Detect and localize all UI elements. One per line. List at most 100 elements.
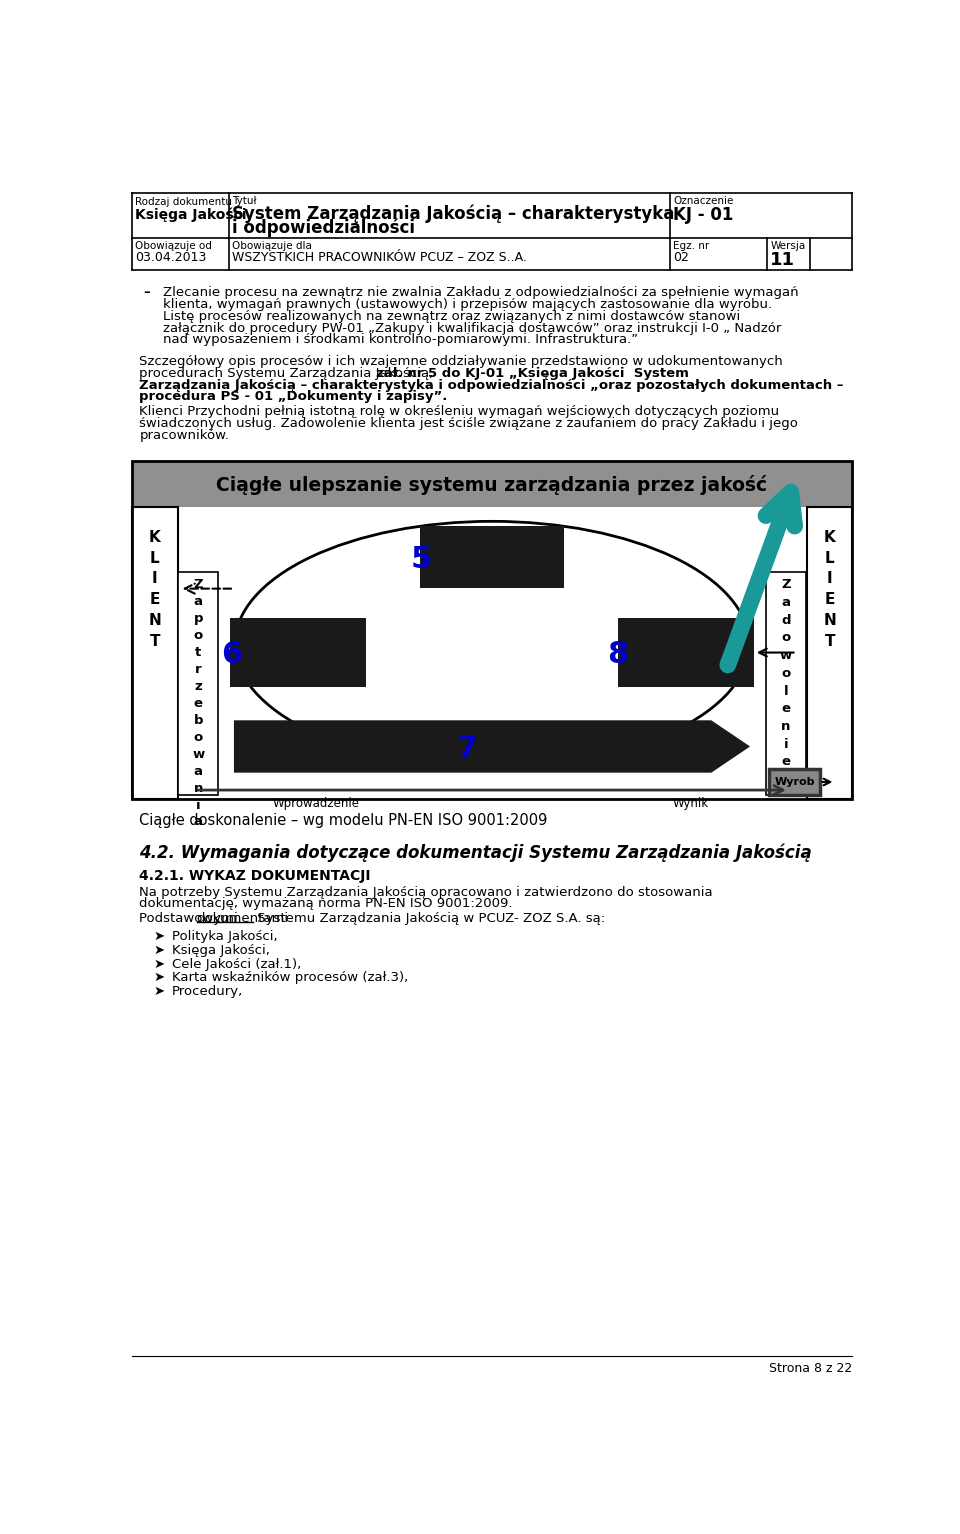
Text: Strona 8 z 22: Strona 8 z 22 — [769, 1362, 852, 1374]
Polygon shape — [234, 721, 750, 773]
Text: Rodzaj dokumentu: Rodzaj dokumentu — [134, 198, 231, 207]
Text: ➤: ➤ — [154, 943, 164, 957]
Text: K: K — [149, 529, 160, 545]
Text: Szczegółowy opis procesów i ich wzajemne oddziaływanie przedstawiono w udokument: Szczegółowy opis procesów i ich wzajemne… — [139, 354, 783, 368]
Ellipse shape — [235, 522, 749, 767]
Text: Tytuł: Tytuł — [231, 196, 256, 206]
Text: o: o — [781, 667, 790, 680]
Text: –: – — [143, 285, 150, 299]
Text: 5: 5 — [411, 545, 432, 574]
Text: i: i — [196, 799, 201, 811]
Text: Zarządzania Jakością – charakterystyka i odpowiedzialności „oraz pozostałych dok: Zarządzania Jakością – charakterystyka i… — [139, 379, 844, 391]
Text: I: I — [152, 571, 157, 586]
Text: ➤: ➤ — [154, 930, 164, 943]
Text: Listę procesów realizowanych na zewnątrz oraz związanych z nimi dostawców stanow: Listę procesów realizowanych na zewnątrz… — [162, 310, 740, 322]
Bar — [618, 618, 754, 687]
Text: pracowników.: pracowników. — [139, 430, 229, 442]
Text: T: T — [150, 634, 160, 649]
Text: Na potrzeby Systemu Zarządzania Jakością opracowano i zatwierdzono do stosowania: Na potrzeby Systemu Zarządzania Jakością… — [139, 885, 713, 899]
Text: załącznik do procedury PW-01 „Zakupy i kwalifikacja dostawców” oraz instrukcji I: załącznik do procedury PW-01 „Zakupy i k… — [162, 322, 781, 334]
Text: a: a — [781, 597, 790, 609]
Text: Księga Jakości: Księga Jakości — [134, 209, 246, 222]
Text: 4.2. Wymagania dotyczące dokumentacji Systemu Zarządzania Jakością: 4.2. Wymagania dotyczące dokumentacji Sy… — [139, 844, 812, 862]
Text: Obowiązuje dla: Obowiązuje dla — [231, 241, 311, 252]
Bar — [230, 618, 366, 687]
Text: a: a — [194, 764, 203, 778]
Text: Z: Z — [780, 578, 790, 591]
Text: dokumentację, wymażaną norma PN-EN ISO 9001:2009.: dokumentację, wymażaną norma PN-EN ISO 9… — [139, 897, 513, 911]
Text: zał. nr 5 do KJ-01 „Księga Jakości  System: zał. nr 5 do KJ-01 „Księga Jakości Syste… — [375, 367, 688, 379]
Text: N: N — [149, 614, 161, 627]
Text: dokumentami: dokumentami — [197, 911, 289, 925]
Text: Wprowadzenie: Wprowadzenie — [273, 798, 360, 810]
Text: l: l — [783, 684, 788, 698]
Text: w: w — [192, 747, 204, 761]
Text: n: n — [194, 782, 203, 795]
Text: w: w — [780, 649, 792, 663]
Text: procedura PS - 01 „Dokumenty i zapisy”.: procedura PS - 01 „Dokumenty i zapisy”. — [139, 391, 447, 403]
Text: a: a — [194, 595, 203, 609]
Bar — [420, 526, 564, 588]
Text: klienta, wymagań prawnych (ustawowych) i przepisów mających zastosowanie dla wyr: klienta, wymagań prawnych (ustawowych) i… — [162, 298, 772, 311]
Text: System Zarządzania Jakością – charakterystyka: System Zarządzania Jakością – charaktery… — [231, 206, 674, 224]
Text: E: E — [825, 592, 835, 607]
Text: Wyrob: Wyrob — [775, 778, 815, 787]
Text: WSZYSTKICH PRACOWNIKÓW PCUZ – ZOZ S..A.: WSZYSTKICH PRACOWNIKÓW PCUZ – ZOZ S..A. — [231, 252, 526, 264]
Bar — [132, 506, 179, 799]
Bar — [807, 506, 852, 799]
Text: Wynik: Wynik — [673, 798, 708, 810]
Text: 6: 6 — [221, 640, 242, 669]
Text: E: E — [150, 592, 160, 607]
Text: Księga Jakości,: Księga Jakości, — [172, 943, 270, 957]
Text: Z: Z — [194, 578, 204, 591]
Text: K: K — [824, 529, 836, 545]
Text: 03.04.2013: 03.04.2013 — [134, 252, 206, 264]
Text: e: e — [781, 703, 790, 715]
Text: 11: 11 — [770, 252, 795, 268]
Bar — [179, 572, 219, 796]
Text: Obowiązuje od: Obowiązuje od — [134, 241, 211, 252]
Text: Procedury,: Procedury, — [172, 985, 243, 999]
Text: Wersja: Wersja — [770, 241, 805, 252]
Text: KJ - 01: KJ - 01 — [673, 207, 733, 224]
Text: Karta wskaźników procesów (zał.3),: Karta wskaźników procesów (zał.3), — [172, 971, 408, 985]
Text: L: L — [825, 551, 834, 566]
Text: T: T — [825, 634, 835, 649]
Text: ➤: ➤ — [154, 971, 164, 985]
Text: 02: 02 — [673, 252, 689, 264]
Text: N: N — [824, 614, 836, 627]
Text: Polityka Jakości,: Polityka Jakości, — [172, 930, 277, 943]
Text: i odpowiedzialności: i odpowiedzialności — [231, 219, 415, 238]
Text: Systemu Zarządzania Jakością w PCUZ- ZOZ S.A. są:: Systemu Zarządzania Jakością w PCUZ- ZOZ… — [253, 911, 606, 925]
Bar — [132, 460, 852, 799]
Text: a: a — [194, 816, 203, 828]
Text: o: o — [194, 629, 203, 643]
Text: t: t — [195, 646, 202, 660]
Text: e: e — [781, 755, 790, 769]
Text: o: o — [781, 632, 790, 644]
Text: nad wyposażeniem i środkami kontrolno-pomiarowymi. Infrastruktura.”: nad wyposażeniem i środkami kontrolno-po… — [162, 333, 637, 347]
Text: Oznaczenie: Oznaczenie — [673, 196, 733, 206]
Text: Ciągłe doskonalenie – wg modelu PN-EN ISO 9001:2009: Ciągłe doskonalenie – wg modelu PN-EN IS… — [139, 813, 548, 828]
Text: Podstawowymi: Podstawowymi — [139, 911, 242, 925]
Text: I: I — [828, 571, 832, 586]
Text: 7: 7 — [457, 735, 478, 764]
Text: L: L — [150, 551, 159, 566]
Text: r: r — [195, 663, 202, 676]
Text: d: d — [781, 614, 790, 627]
Bar — [770, 769, 820, 796]
Text: ➤: ➤ — [154, 957, 164, 971]
Text: z: z — [194, 680, 203, 693]
Bar — [765, 572, 805, 796]
Text: Klienci Przychodni pełnią istotną rolę w określeniu wymagań wejściowych dotycząc: Klienci Przychodni pełnią istotną rolę w… — [139, 405, 780, 419]
Text: o: o — [194, 730, 203, 744]
Text: procedurach Systemu Zarządzania Jakością,: procedurach Systemu Zarządzania Jakością… — [139, 367, 438, 379]
Bar — [132, 460, 852, 506]
Text: 8: 8 — [608, 640, 629, 669]
Text: Cele Jakości (zał.1),: Cele Jakości (zał.1), — [172, 957, 301, 971]
Text: i: i — [783, 738, 788, 750]
Text: Egz. nr: Egz. nr — [673, 241, 709, 252]
Text: 4.2.1. WYKAZ DOKUMENTACJI: 4.2.1. WYKAZ DOKUMENTACJI — [139, 868, 371, 882]
Text: p: p — [194, 612, 203, 626]
Text: n: n — [781, 719, 790, 733]
